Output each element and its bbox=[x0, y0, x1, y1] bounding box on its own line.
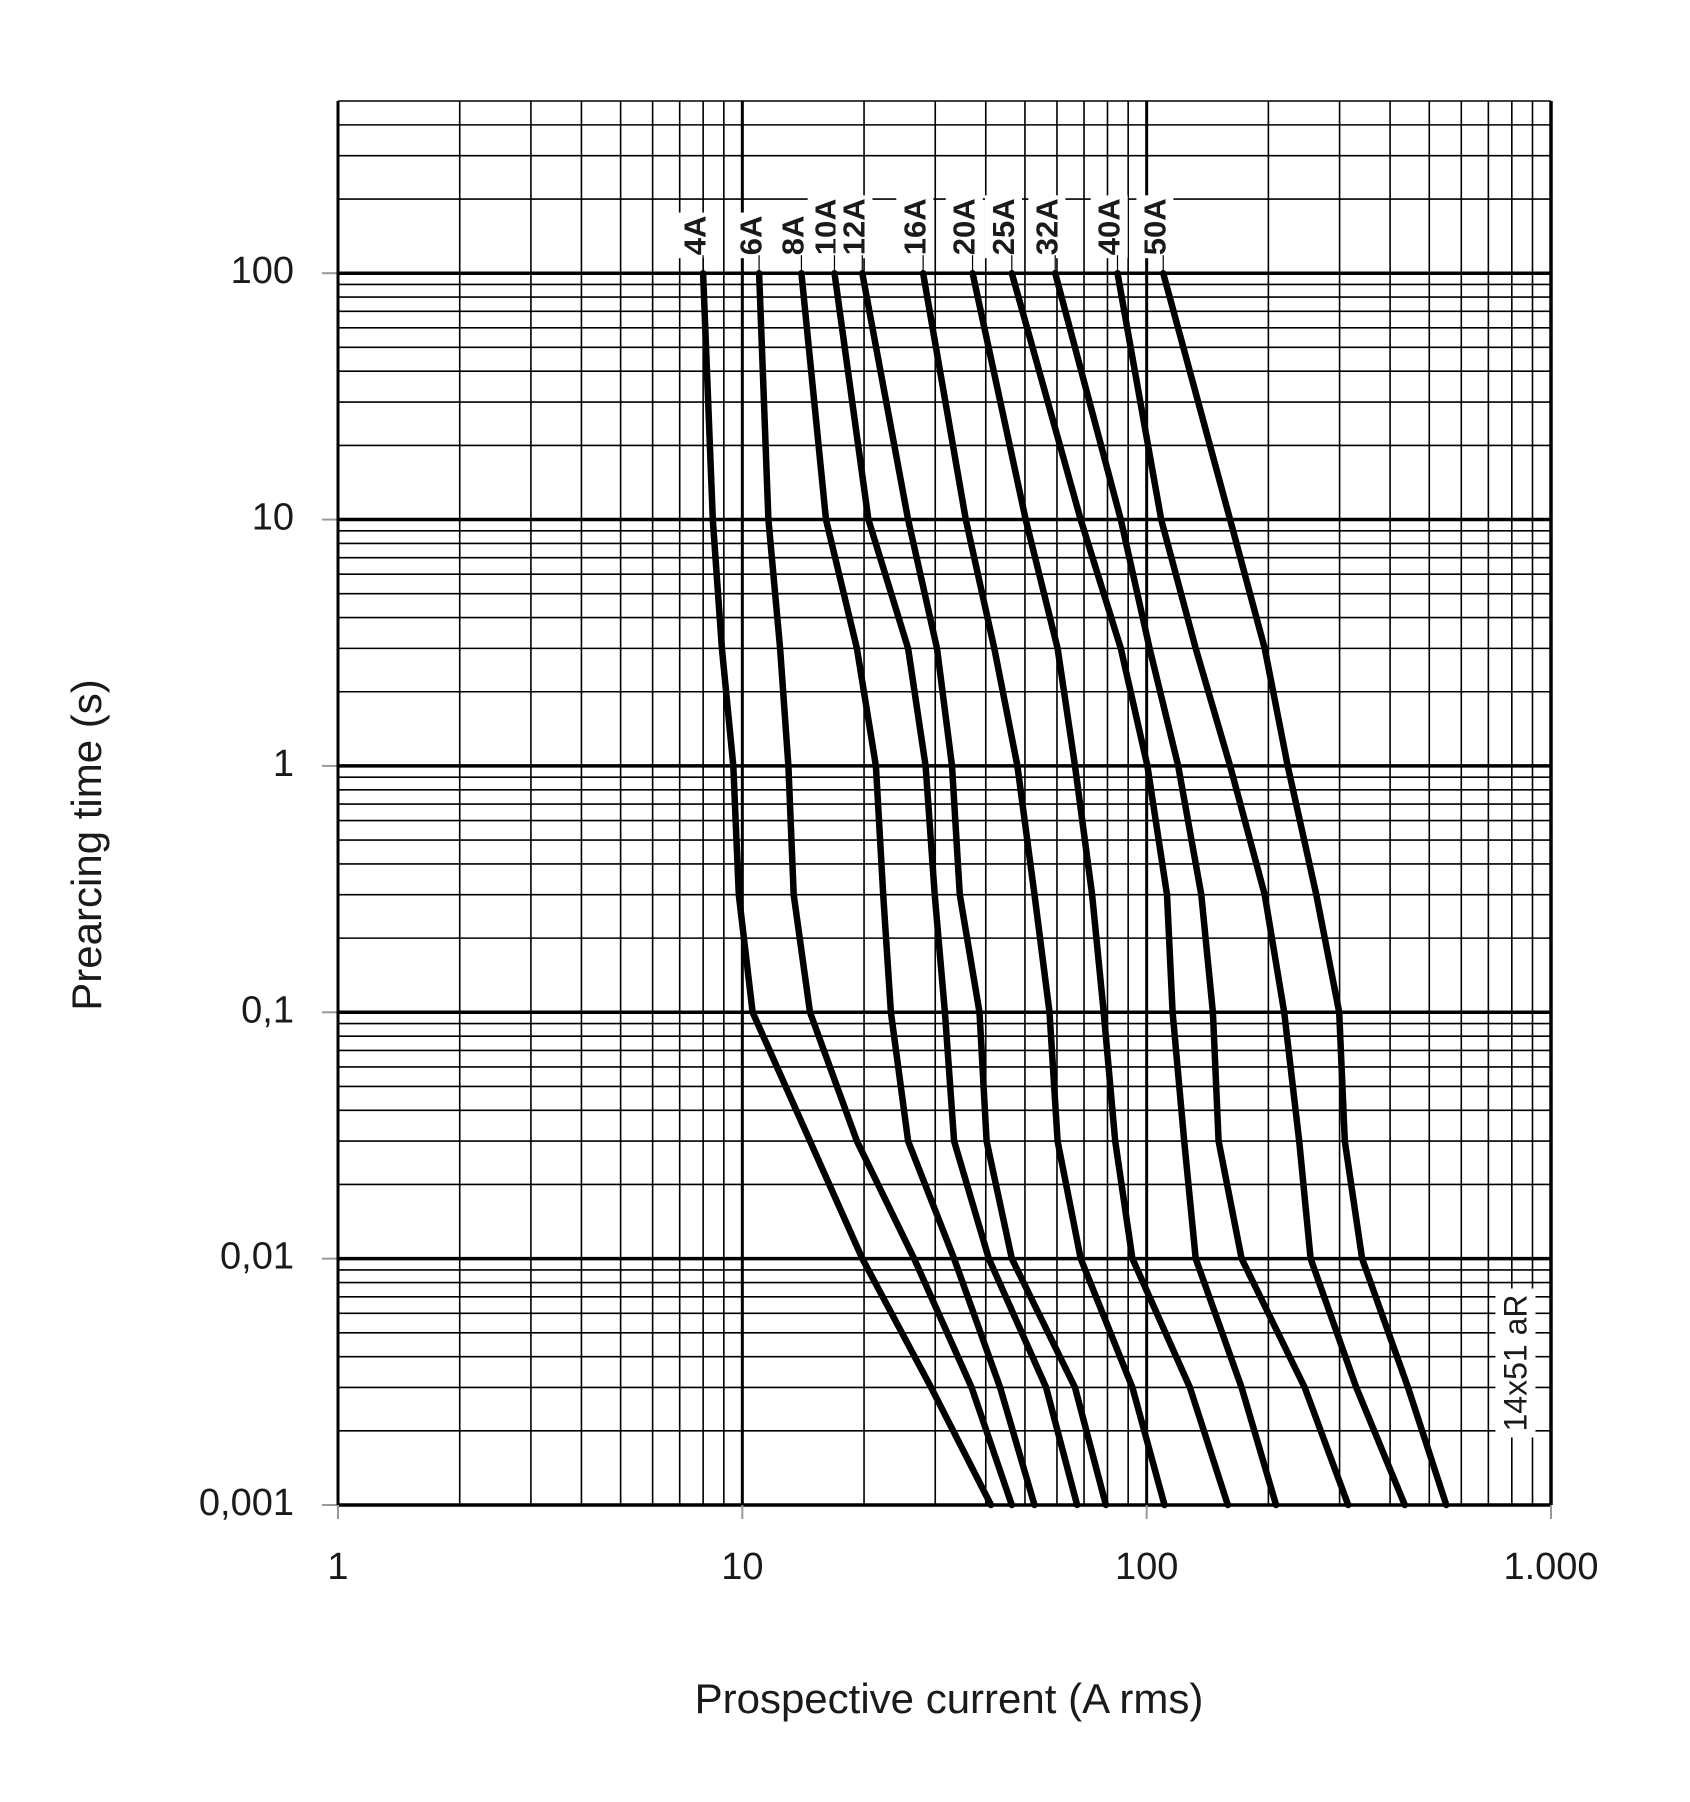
curve-layer bbox=[699, 269, 1450, 1509]
y-tick-label: 0,01 bbox=[220, 1236, 294, 1278]
curve-label-bg bbox=[732, 212, 770, 259]
fuse-curve bbox=[1114, 269, 1409, 1509]
curve-label: 20A bbox=[947, 198, 982, 255]
fuse-curve bbox=[1159, 269, 1450, 1509]
x-tick-label: 1 bbox=[327, 1546, 348, 1588]
x-tick-label: 1.000 bbox=[1503, 1546, 1598, 1588]
x-axis-title: Prospective current (A rms) bbox=[695, 1675, 1204, 1722]
curve-label-bg bbox=[1028, 195, 1066, 259]
curve-label: 6A bbox=[733, 216, 768, 256]
curve-label: 50A bbox=[1137, 198, 1172, 255]
fuse-curve bbox=[755, 269, 1016, 1509]
fuse-curve bbox=[699, 269, 995, 1509]
curve-label-bg bbox=[1090, 195, 1128, 259]
y-axis-title: Prearcing time (s) bbox=[63, 679, 110, 1010]
curve-label-bg bbox=[835, 195, 873, 259]
annotation: 14x51 aR bbox=[1497, 1295, 1533, 1432]
curve-label-bg bbox=[807, 195, 845, 259]
annotation-bg bbox=[1495, 1288, 1536, 1438]
curve-label-bg bbox=[1136, 195, 1174, 259]
curve-label-bg bbox=[676, 212, 714, 259]
curve-label-bg bbox=[774, 212, 812, 259]
y-tick-label: 0,1 bbox=[241, 989, 294, 1031]
curve-label: 16A bbox=[897, 198, 932, 255]
x-tick-label: 10 bbox=[721, 1546, 763, 1588]
grid-layer: 100 10 1 0,1 0,01 0,001 1 10 100 1.000 bbox=[199, 100, 1599, 1588]
fuse-curve bbox=[1008, 269, 1280, 1509]
fuse-curve bbox=[798, 269, 1038, 1509]
fuse-curve bbox=[859, 269, 1110, 1509]
curve-label-bg bbox=[945, 195, 983, 259]
curve-label-bg bbox=[896, 195, 934, 259]
fuse-curve bbox=[831, 269, 1081, 1509]
x-tick-label: 100 bbox=[1115, 1546, 1178, 1588]
curve-label: 8A bbox=[776, 216, 811, 256]
curve-label: 4A bbox=[677, 216, 712, 256]
curve-label: 25A bbox=[986, 198, 1021, 255]
y-tick-label: 100 bbox=[231, 250, 294, 292]
curve-label-bg bbox=[985, 195, 1023, 259]
y-tick-label: 0,001 bbox=[199, 1482, 294, 1524]
fuse-curve bbox=[1051, 269, 1352, 1509]
y-tick-label: 10 bbox=[252, 497, 294, 539]
curve-label: 40A bbox=[1092, 198, 1127, 255]
curve-label: 12A bbox=[836, 198, 871, 255]
y-tick-label: 1 bbox=[273, 743, 294, 785]
fuse-curve bbox=[919, 269, 1168, 1509]
fuse-curve bbox=[969, 269, 1232, 1509]
curve-label: 32A bbox=[1029, 198, 1064, 255]
